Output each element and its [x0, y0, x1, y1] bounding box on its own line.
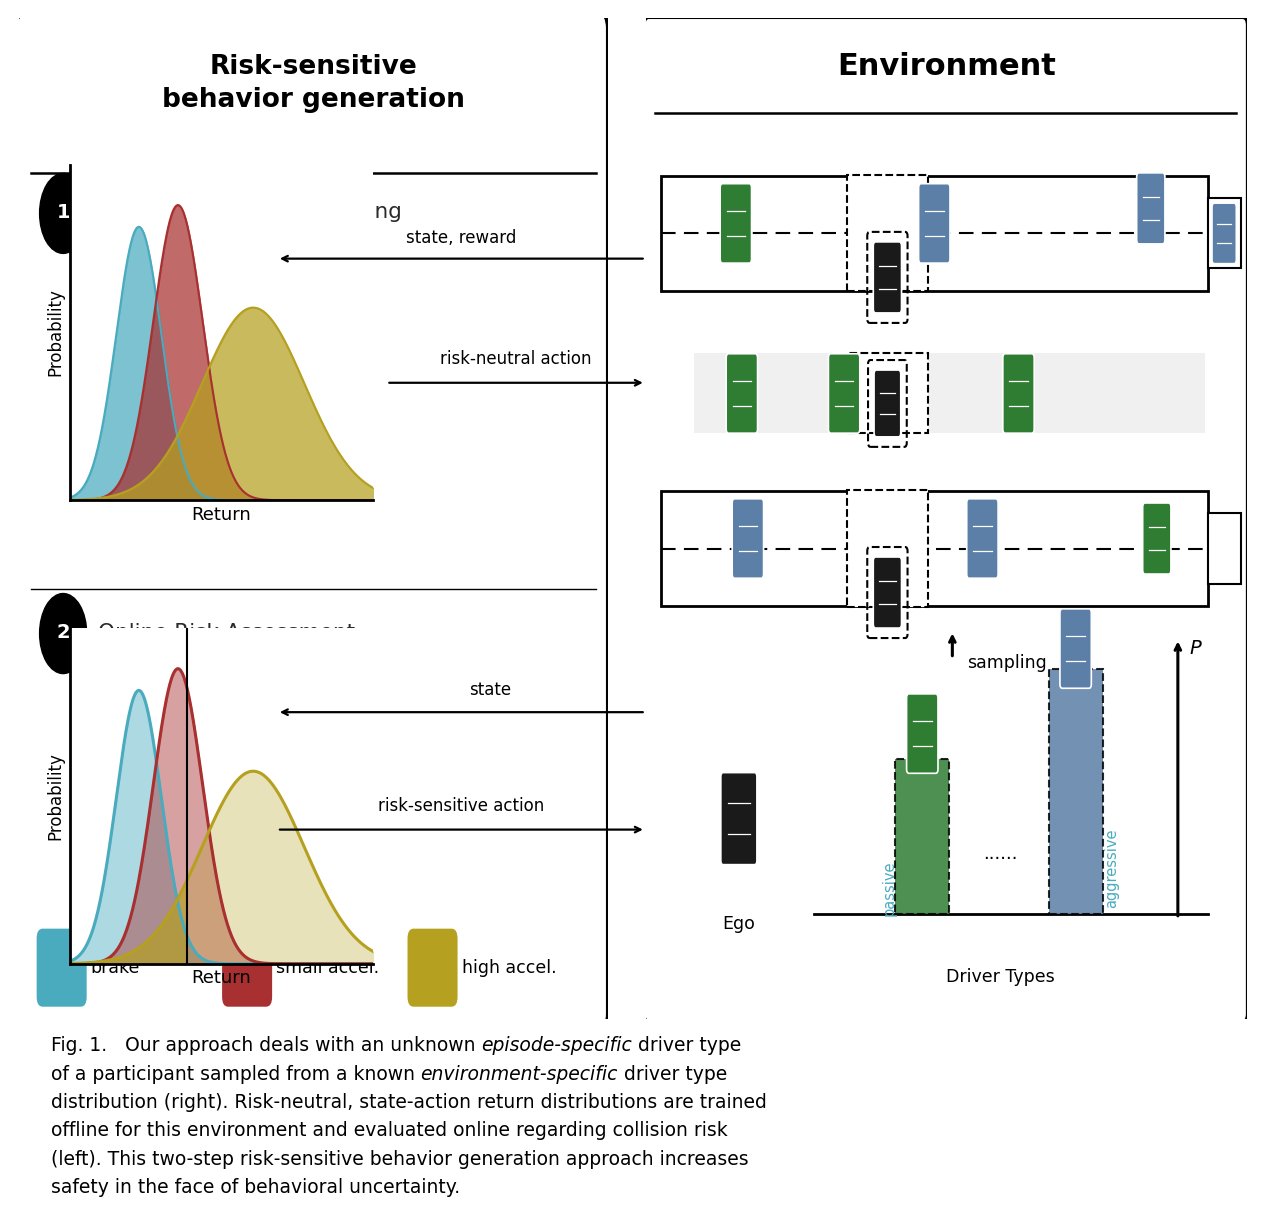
- FancyBboxPatch shape: [720, 772, 757, 865]
- Text: high accel.: high accel.: [462, 959, 556, 977]
- Bar: [661, 490, 1208, 606]
- Bar: [847, 176, 928, 292]
- FancyBboxPatch shape: [37, 928, 86, 1006]
- Text: ......: ......: [984, 844, 1018, 863]
- FancyBboxPatch shape: [919, 184, 950, 264]
- Text: 2: 2: [56, 623, 70, 642]
- X-axis label: Return: Return: [191, 506, 252, 523]
- FancyBboxPatch shape: [408, 928, 457, 1006]
- FancyBboxPatch shape: [874, 370, 900, 437]
- Bar: [895, 759, 950, 914]
- Text: aggressive: aggressive: [1104, 828, 1119, 909]
- Text: passive: passive: [881, 861, 896, 916]
- Text: risk-neutral action: risk-neutral action: [441, 350, 591, 367]
- FancyBboxPatch shape: [1003, 354, 1034, 433]
- Bar: [847, 354, 928, 433]
- Bar: [661, 176, 1208, 290]
- FancyBboxPatch shape: [828, 354, 860, 433]
- FancyBboxPatch shape: [967, 499, 998, 578]
- Text: Driver Types: Driver Types: [946, 967, 1055, 986]
- Text: offline for this environment and evaluated online regarding collision risk: offline for this environment and evaluat…: [51, 1121, 728, 1141]
- Circle shape: [39, 593, 86, 673]
- FancyBboxPatch shape: [1212, 203, 1237, 264]
- Text: Online Risk Assessment: Online Risk Assessment: [99, 622, 356, 643]
- Bar: [1208, 199, 1241, 268]
- Text: P: P: [1190, 638, 1201, 658]
- Y-axis label: Probability: Probability: [46, 752, 65, 841]
- FancyBboxPatch shape: [874, 558, 901, 628]
- X-axis label: Return: Return: [191, 970, 252, 987]
- Text: driver type: driver type: [618, 1065, 727, 1083]
- Text: 1: 1: [56, 203, 70, 222]
- Text: Offline Distribution Learning: Offline Distribution Learning: [99, 203, 403, 222]
- Text: state, reward: state, reward: [406, 229, 517, 246]
- FancyBboxPatch shape: [732, 499, 763, 578]
- FancyBboxPatch shape: [222, 928, 272, 1006]
- Text: Fig. 1.   Our approach deals with an unknown: Fig. 1. Our approach deals with an unkno…: [51, 1037, 481, 1055]
- Text: of a participant sampled from a known: of a participant sampled from a known: [51, 1065, 420, 1083]
- Text: risk-sensitive action: risk-sensitive action: [379, 797, 544, 815]
- Text: environment-specific: environment-specific: [420, 1065, 618, 1083]
- FancyBboxPatch shape: [874, 242, 901, 312]
- Text: Environment: Environment: [837, 51, 1056, 81]
- Text: Risk-sensitive
behavior generation: Risk-sensitive behavior generation: [162, 54, 465, 112]
- Text: driver type: driver type: [632, 1037, 741, 1055]
- FancyBboxPatch shape: [720, 184, 752, 264]
- Bar: [694, 354, 1205, 433]
- Text: (left). This two-step risk-sensitive behavior generation approach increases: (left). This two-step risk-sensitive beh…: [51, 1149, 748, 1169]
- Text: distribution (right). Risk-neutral, state-action return distributions are traine: distribution (right). Risk-neutral, stat…: [51, 1093, 766, 1113]
- Text: sampling: sampling: [967, 654, 1047, 671]
- Circle shape: [39, 173, 86, 254]
- Text: small accel.: small accel.: [276, 959, 380, 977]
- FancyBboxPatch shape: [644, 17, 1247, 1021]
- Bar: [1208, 514, 1241, 583]
- Text: brake: brake: [91, 959, 141, 977]
- Text: episode-specific: episode-specific: [481, 1037, 632, 1055]
- FancyBboxPatch shape: [1137, 173, 1165, 244]
- FancyBboxPatch shape: [906, 694, 938, 773]
- FancyBboxPatch shape: [16, 13, 608, 1028]
- FancyBboxPatch shape: [727, 354, 757, 433]
- FancyBboxPatch shape: [1143, 503, 1171, 575]
- Bar: [847, 490, 928, 606]
- Bar: [1048, 669, 1103, 914]
- Text: state: state: [470, 681, 511, 699]
- FancyBboxPatch shape: [1060, 609, 1091, 688]
- Text: Ego: Ego: [723, 915, 756, 932]
- Text: safety in the face of behavioral uncertainty.: safety in the face of behavioral uncerta…: [51, 1179, 460, 1197]
- Y-axis label: Probability: Probability: [46, 288, 65, 377]
